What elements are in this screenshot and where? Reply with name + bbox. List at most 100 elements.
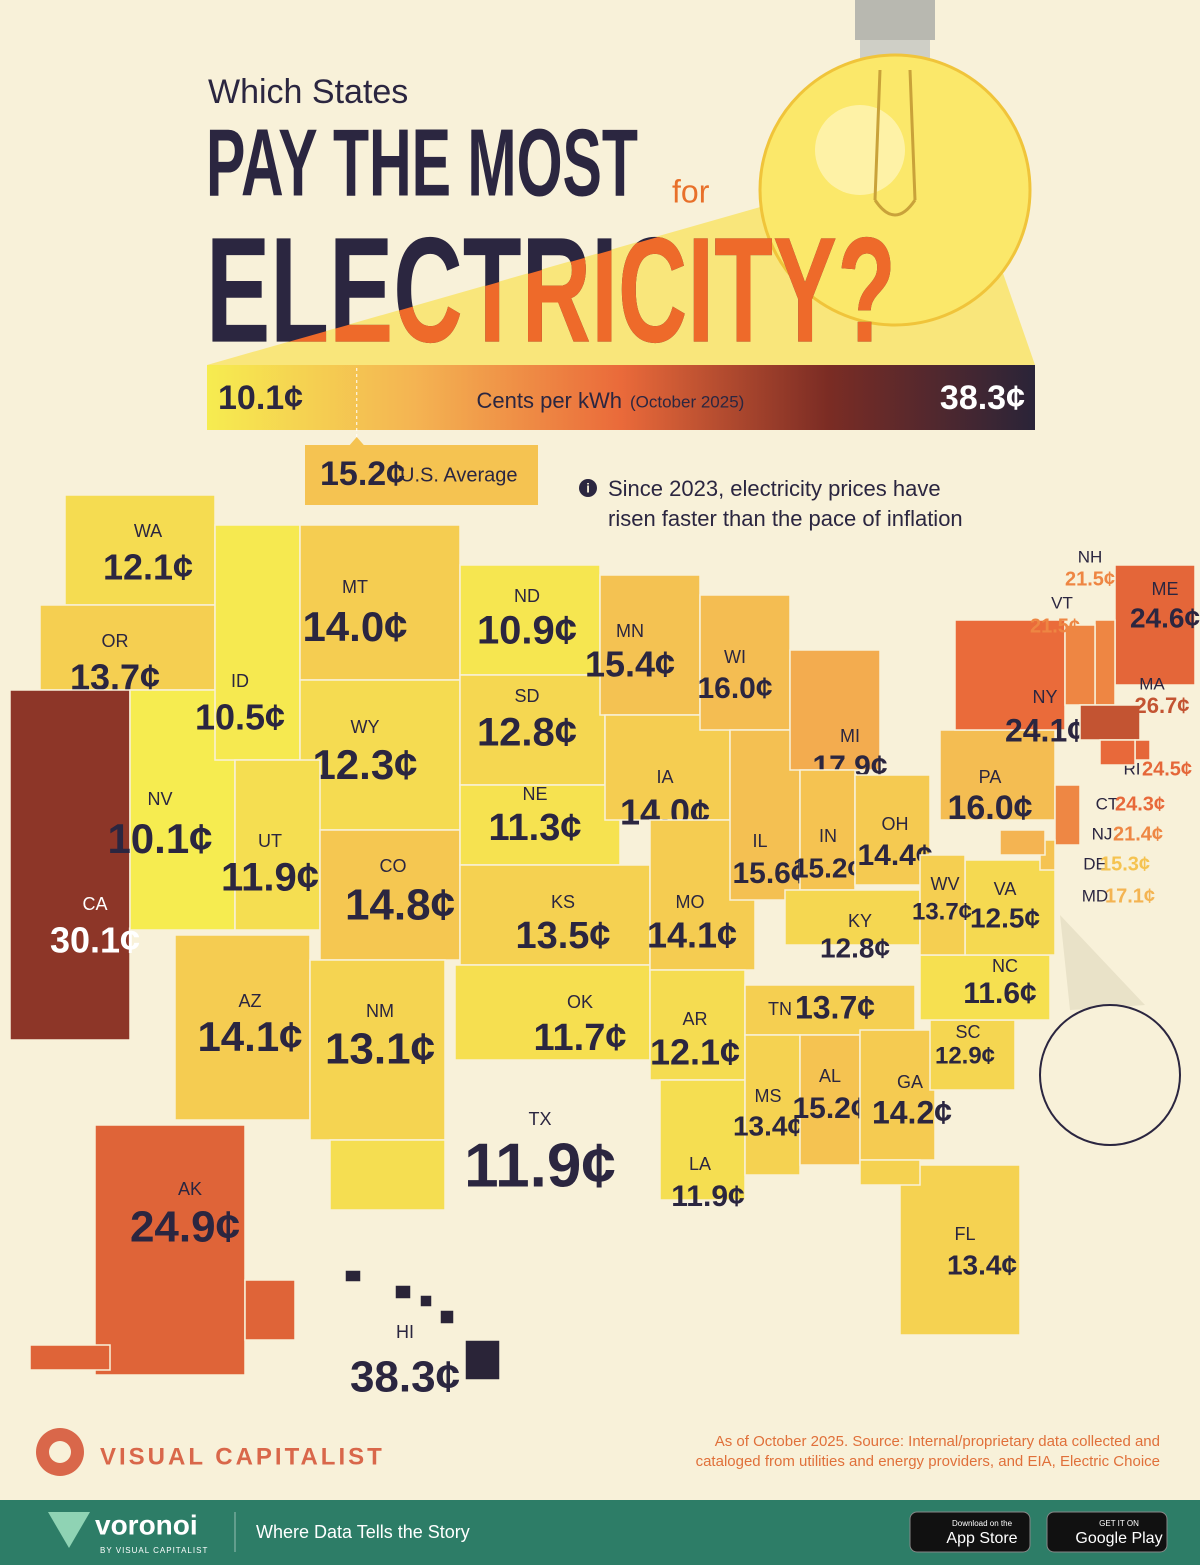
state-value: 13.4¢ [947,1249,1017,1280]
state-value: 24.1¢ [1005,712,1085,748]
average-caption: U.S. Average [400,464,517,486]
state [659,1079,746,1201]
state-code: NV [147,789,172,809]
state-code: PA [979,767,1002,787]
state-value: 24.3¢ [1115,793,1165,815]
scale-caption: Cents per kWh [477,388,623,413]
state [964,859,1056,956]
state-value: 24.6¢ [1130,602,1200,633]
scale-max: 38.3¢ [940,379,1025,417]
state-code: CT [1096,794,1119,813]
note-line: risen faster than the pace of inflation [608,506,963,531]
state-value: 13.1¢ [325,1025,435,1074]
state [39,604,216,691]
state-value: 14.8¢ [345,881,455,930]
state-value: 12.3¢ [312,741,417,788]
state-value: 13.7¢ [795,989,875,1025]
state [344,1269,362,1283]
state-value: 11.9¢ [221,856,319,900]
state-code: MS [755,1086,782,1106]
state-value: 12.8¢ [820,932,890,963]
state-value: 13.5¢ [515,915,610,957]
state [319,829,461,961]
state-code: OR [102,631,129,651]
state [94,1124,246,1376]
state-value: 12.8¢ [477,711,577,755]
info-icon-i: i [586,480,590,495]
state [744,1034,801,1176]
state [599,574,701,716]
state-code: WY [351,717,380,737]
app-store: App Store [946,1530,1017,1547]
state [699,594,791,731]
state-code: FL [954,1224,975,1244]
state [464,1339,501,1381]
state-code: AK [178,1179,202,1199]
state-value: 24.5¢ [1142,758,1192,780]
state [394,1284,412,1300]
state [439,1309,455,1325]
source: cataloged from utilities and energy prov… [696,1453,1160,1470]
google-play: Google Play [1075,1530,1162,1547]
scale-min: 10.1¢ [218,379,303,417]
state-value: 30.1¢ [50,920,140,961]
state [789,649,881,771]
state-value: 15.6¢ [732,857,807,890]
state-value: 10.9¢ [477,609,577,653]
state-code: NH [1078,547,1103,566]
state [799,769,856,891]
state-code: IN [819,826,837,846]
state-code: IL [752,831,767,851]
state [459,674,606,786]
google-play-button[interactable] [1046,1511,1168,1553]
state-value: 14.2¢ [872,1094,952,1130]
state [454,964,651,1061]
state [859,1159,921,1186]
light-bulb [758,0,1032,327]
state [459,784,621,866]
state-code: ID [231,671,249,691]
state [174,934,311,1121]
state-value: 38.3¢ [350,1353,460,1402]
state-code: KY [848,911,872,931]
dc-callout [1039,1004,1181,1146]
kicker: Which States [208,73,408,111]
state [1094,619,1116,706]
state-value: 21.4¢ [1113,823,1163,845]
state-code: HI [396,1322,414,1342]
app-store-small: Download on the [952,1519,1013,1528]
state [299,679,461,831]
state-value: 11.6¢ [963,977,1036,1010]
state-code: NY [1032,687,1057,707]
state-code: ME [1152,579,1179,599]
state-code: SD [514,686,539,706]
state-code: TN [768,999,792,1019]
state-value: 11.7¢ [534,1017,627,1059]
state-code: TX [528,1109,551,1129]
state-value: 11.9¢ [671,1180,744,1213]
state-code: MT [342,577,368,597]
state-code: WV [931,874,960,894]
state-value: 24.9¢ [130,1203,240,1252]
state [799,1034,861,1166]
state [954,619,1066,731]
state [329,1139,446,1211]
state-value: 11.3¢ [489,807,582,849]
state [1099,739,1136,766]
state-value: 14.1¢ [647,915,737,956]
state [1054,784,1081,846]
state [9,689,131,1041]
state [244,1279,296,1341]
state-value: 12.5¢ [970,902,1040,933]
average-label: 15.2¢ [320,455,405,493]
app-store-button[interactable] [909,1511,1031,1553]
state [929,1019,1016,1091]
state-code: WI [724,647,746,667]
state-value: 13.4¢ [733,1110,803,1141]
map: WA 12.1¢ OR 13.7¢ CA 30.1¢ NV 10.1¢ ID 10.5¢ MT 14.… [9,494,1200,1402]
state-value: 15.4¢ [585,644,675,685]
state-code: WA [134,521,162,541]
state [744,984,916,1036]
state-code: IA [656,767,673,787]
state [29,1344,111,1371]
